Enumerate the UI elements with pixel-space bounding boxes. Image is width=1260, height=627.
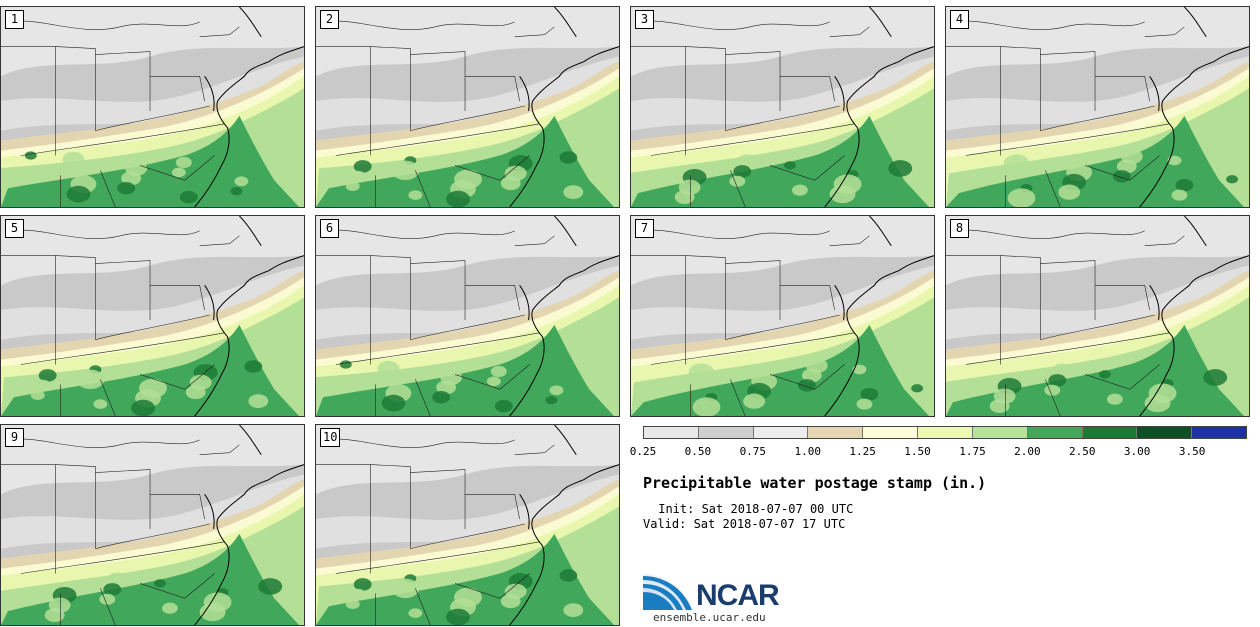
colorbar-segment [1082, 427, 1138, 438]
precipitable-water-map [631, 7, 934, 207]
ncar-swoosh-icon [643, 571, 695, 610]
member-panel: 3 [630, 6, 935, 208]
colorbar-segment [644, 427, 699, 438]
precipitable-water-map [1, 216, 304, 416]
colorbar-segment [1137, 427, 1193, 438]
colorbar-bar [643, 426, 1247, 439]
member-number-label: 3 [635, 10, 654, 29]
ncar-logo[interactable]: NCAR [643, 570, 793, 625]
precipitable-water-map [946, 216, 1249, 416]
member-number-label: 4 [950, 10, 969, 29]
colorbar-segment [1027, 427, 1083, 438]
member-panel: 5 [0, 215, 305, 417]
valid-time: Valid: Sat 2018-07-07 17 UTC [643, 517, 846, 531]
member-panel: 6 [315, 215, 620, 417]
member-panel: 1 [0, 6, 305, 208]
colorbar-tick-label: 1.00 [794, 445, 821, 458]
colorbar-segment [1192, 427, 1246, 438]
colorbar-tick-label: 2.50 [1069, 445, 1096, 458]
website-link[interactable]: ensemble.ucar.edu [653, 611, 766, 624]
member-panel: 9 [0, 424, 305, 626]
colorbar-tick-label: 1.25 [849, 445, 876, 458]
member-number-label: 1 [5, 10, 24, 29]
member-number-label: 10 [320, 428, 341, 447]
colorbar-tick-label: 0.25 [629, 445, 657, 458]
init-time: Init: Sat 2018-07-07 00 UTC [651, 502, 854, 516]
colorbar-segment [863, 427, 919, 438]
colorbar-tick-label: 0.50 [684, 445, 712, 458]
precipitable-water-map [316, 425, 619, 625]
member-number-label: 2 [320, 10, 339, 29]
colorbar-tick-label: 3.50 [1178, 445, 1206, 458]
precipitable-water-map [316, 7, 619, 207]
member-number-label: 9 [5, 428, 24, 447]
member-panel: 7 [630, 215, 935, 417]
colorbar: 0.25 0.50 0.75 1.00 1.25 1.50 1.75 2.00 2.50 3.00… [630, 426, 1247, 461]
colorbar-segment [808, 427, 864, 438]
precipitable-water-map [316, 216, 619, 416]
precipitable-water-map [631, 216, 934, 416]
member-number-label: 7 [635, 219, 654, 238]
member-panel: 10 [315, 424, 620, 626]
member-panel: 8 [945, 215, 1250, 417]
colorbar-segment [698, 427, 754, 438]
precipitable-water-map [1, 7, 304, 207]
member-number-label: 5 [5, 219, 24, 238]
member-number-label: 6 [320, 219, 339, 238]
colorbar-segment [753, 427, 809, 438]
colorbar-tick-label: 2.00 [1014, 445, 1041, 458]
colorbar-tick-labels: 0.25 0.50 0.75 1.00 1.25 1.50 1.75 2.00 2.50 3.00… [630, 445, 1247, 461]
member-panel: 2 [315, 6, 620, 208]
colorbar-segment [972, 427, 1028, 438]
precipitable-water-map [946, 7, 1249, 207]
colorbar-tick-label: 1.50 [904, 445, 931, 458]
precipitable-water-map [1, 425, 304, 625]
member-number-label: 8 [950, 219, 969, 238]
member-panel: 4 [945, 6, 1250, 208]
colorbar-tick-label: 0.75 [739, 445, 767, 458]
plot-title: Precipitable water postage stamp (in.) [643, 474, 987, 492]
colorbar-tick-label: 1.75 [959, 445, 986, 458]
ncar-wordmark: NCAR [696, 579, 780, 612]
colorbar-tick-label: 3.00 [1123, 445, 1151, 458]
colorbar-segment [918, 427, 973, 438]
